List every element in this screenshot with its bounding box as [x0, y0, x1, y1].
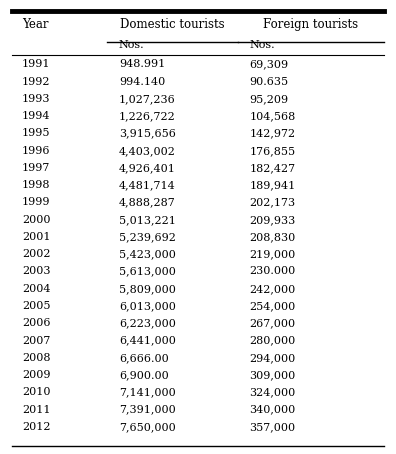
Text: 208,830: 208,830 [249, 232, 296, 242]
Text: 189,941: 189,941 [249, 180, 296, 190]
Text: Foreign tourists: Foreign tourists [263, 19, 358, 31]
Text: 1999: 1999 [22, 197, 50, 207]
Text: 5,013,221: 5,013,221 [119, 215, 176, 225]
Text: 1993: 1993 [22, 94, 50, 104]
Text: 6,900.00: 6,900.00 [119, 370, 169, 380]
Text: 182,427: 182,427 [249, 163, 295, 173]
Text: 2009: 2009 [22, 370, 50, 380]
Text: 219,000: 219,000 [249, 249, 296, 259]
Text: 6,013,000: 6,013,000 [119, 301, 176, 311]
Text: 69,309: 69,309 [249, 59, 289, 69]
Text: Domestic tourists: Domestic tourists [120, 19, 225, 31]
Text: 5,423,000: 5,423,000 [119, 249, 176, 259]
Text: 2007: 2007 [22, 336, 50, 345]
Text: 2005: 2005 [22, 301, 50, 311]
Text: 4,888,287: 4,888,287 [119, 197, 175, 207]
Text: 2011: 2011 [22, 405, 50, 415]
Text: 7,391,000: 7,391,000 [119, 405, 175, 415]
Text: 6,666.00: 6,666.00 [119, 353, 169, 363]
Text: 1994: 1994 [22, 111, 50, 121]
Text: 1991: 1991 [22, 59, 50, 69]
Text: 7,650,000: 7,650,000 [119, 422, 175, 432]
Text: 309,000: 309,000 [249, 370, 296, 380]
Text: 2004: 2004 [22, 284, 50, 294]
Text: 1997: 1997 [22, 163, 50, 173]
Text: 994.140: 994.140 [119, 77, 165, 87]
Text: 1995: 1995 [22, 128, 50, 138]
Text: 2000: 2000 [22, 215, 50, 225]
Text: 280,000: 280,000 [249, 336, 296, 345]
Text: 90.635: 90.635 [249, 77, 289, 87]
Text: 2012: 2012 [22, 422, 50, 432]
Text: 5,239,692: 5,239,692 [119, 232, 176, 242]
Text: 4,403,002: 4,403,002 [119, 146, 176, 156]
Text: 948.991: 948.991 [119, 59, 165, 69]
Text: 230.000: 230.000 [249, 266, 296, 276]
Text: 3,915,656: 3,915,656 [119, 128, 176, 138]
Text: 176,855: 176,855 [249, 146, 295, 156]
Text: 294,000: 294,000 [249, 353, 296, 363]
Text: 4,481,714: 4,481,714 [119, 180, 175, 190]
Text: 2003: 2003 [22, 266, 50, 276]
Text: 1998: 1998 [22, 180, 50, 190]
Text: 4,926,401: 4,926,401 [119, 163, 176, 173]
Text: 2006: 2006 [22, 318, 50, 328]
Text: 95,209: 95,209 [249, 94, 289, 104]
Text: 2008: 2008 [22, 353, 50, 363]
Text: 6,441,000: 6,441,000 [119, 336, 176, 345]
Text: Nos.: Nos. [119, 40, 145, 50]
Text: 2002: 2002 [22, 249, 50, 259]
Text: 202,173: 202,173 [249, 197, 295, 207]
Text: 209,933: 209,933 [249, 215, 296, 225]
Text: 267,000: 267,000 [249, 318, 295, 328]
Text: Nos.: Nos. [249, 40, 275, 50]
Text: 142,972: 142,972 [249, 128, 295, 138]
Text: 7,141,000: 7,141,000 [119, 387, 175, 397]
Text: 340,000: 340,000 [249, 405, 296, 415]
Text: 254,000: 254,000 [249, 301, 296, 311]
Text: 324,000: 324,000 [249, 387, 296, 397]
Text: Year: Year [22, 19, 48, 31]
Text: 2010: 2010 [22, 387, 50, 397]
Text: 1996: 1996 [22, 146, 50, 156]
Text: 1992: 1992 [22, 77, 50, 87]
Text: 6,223,000: 6,223,000 [119, 318, 176, 328]
Text: 5,809,000: 5,809,000 [119, 284, 176, 294]
Text: 104,568: 104,568 [249, 111, 296, 121]
Text: 2001: 2001 [22, 232, 50, 242]
Text: 357,000: 357,000 [249, 422, 295, 432]
Text: 1,226,722: 1,226,722 [119, 111, 175, 121]
Text: 1,027,236: 1,027,236 [119, 94, 175, 104]
Text: 242,000: 242,000 [249, 284, 296, 294]
Text: 5,613,000: 5,613,000 [119, 266, 176, 276]
